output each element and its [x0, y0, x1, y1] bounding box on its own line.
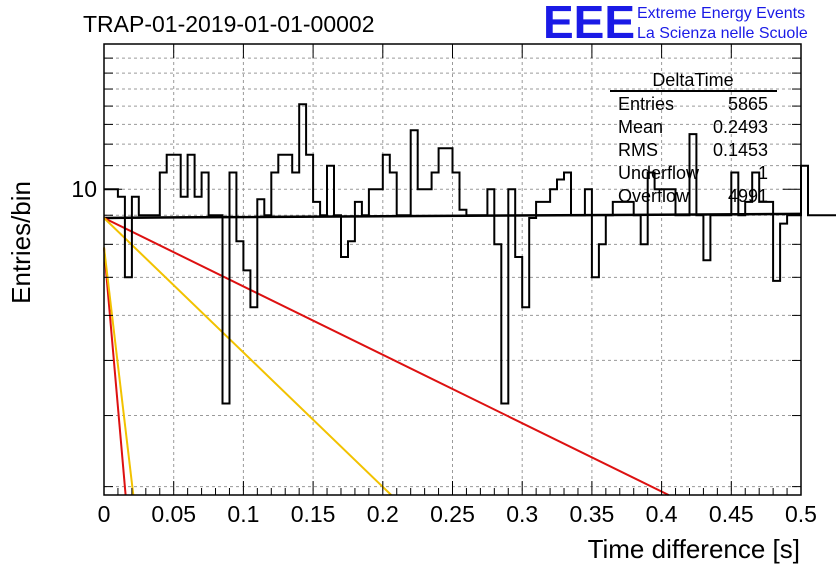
stats-box: DeltaTime Entries 5865 Mean 0.2493 RMS 0.1453… — [610, 70, 777, 206]
x-tick-label: 0.25 — [430, 501, 475, 527]
x-tick-label: 0.2 — [367, 501, 399, 527]
eee-logo-line1: Extreme Energy Events — [637, 5, 805, 22]
x-axis-title: Time difference [s] — [588, 534, 800, 564]
series-line-4 — [103, 247, 135, 496]
stats-label-overflow: Overflow — [618, 186, 690, 206]
x-tick-label: 0.1 — [227, 501, 259, 527]
chart-title: TRAP-01-2019-01-01-00002 — [83, 11, 375, 37]
y-tick-label: 10 — [71, 176, 97, 202]
eee-logo-line2: La Scienza nelle Scuole — [637, 25, 808, 42]
stats-label-underflow: Underflow — [618, 163, 700, 183]
series-line-1 — [103, 217, 670, 496]
stats-label-entries: Entries — [618, 94, 674, 114]
x-tick-label: 0.5 — [785, 501, 817, 527]
x-tick-label: 0.4 — [646, 501, 678, 527]
stats-label-rms: RMS — [618, 140, 658, 160]
x-tick-label: 0.15 — [291, 501, 336, 527]
x-tick-label: 0.35 — [570, 501, 615, 527]
eee-logo: EEE Extreme Energy Events La Scienza nel… — [543, 0, 808, 48]
series-line-2 — [103, 217, 392, 496]
histogram-layer — [104, 103, 836, 405]
x-tick-label: 0.05 — [151, 501, 196, 527]
x-tick-label: 0 — [98, 501, 111, 527]
stats-value-mean: 0.2493 — [713, 117, 768, 137]
x-tick-label: 0.45 — [709, 501, 754, 527]
tick-marks — [103, 43, 802, 495]
stats-title: DeltaTime — [652, 70, 733, 90]
x-tick-labels: 0 0.05 0.1 0.15 0.2 0.25 0.3 0.35 0.4 0.45 0.5 — [98, 501, 817, 527]
x-tick-label: 0.3 — [506, 501, 538, 527]
eee-logo-letters: EEE — [543, 0, 635, 48]
stats-rows: Entries 5865 Mean 0.2493 RMS 0.1453 Underflow 1… — [618, 94, 768, 206]
histogram-step — [104, 103, 836, 405]
stats-label-mean: Mean — [618, 117, 663, 137]
stats-value-underflow: 1 — [758, 163, 768, 183]
y-axis-title: Entries/bin — [6, 181, 36, 304]
y-tick-labels: 10 — [71, 176, 97, 202]
stats-value-entries: 5865 — [728, 94, 768, 114]
series-line-3 — [103, 247, 127, 496]
stats-value-overflow: 4991 — [728, 186, 768, 206]
stats-value-rms: 0.1453 — [713, 140, 768, 160]
